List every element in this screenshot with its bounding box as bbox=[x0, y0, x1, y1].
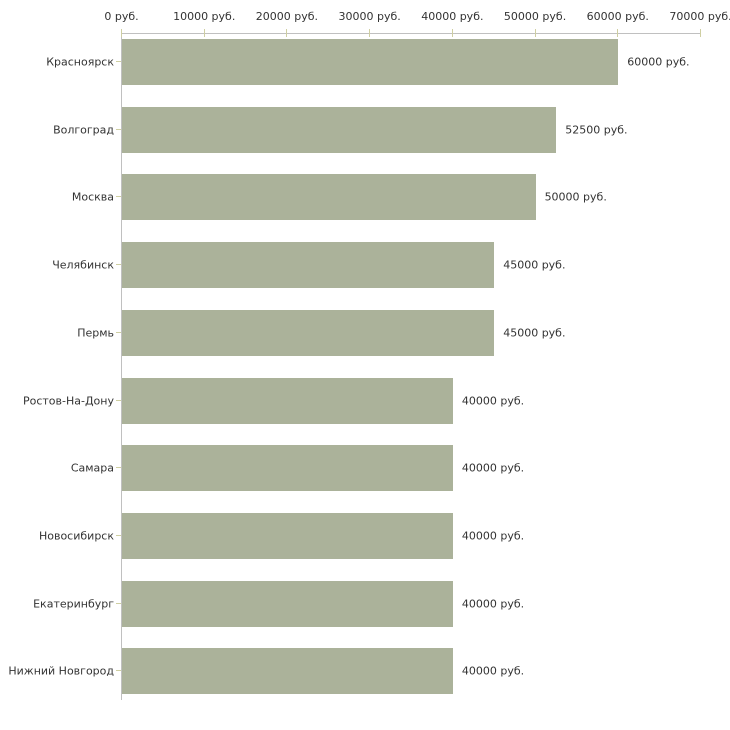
category-tick-mark bbox=[116, 467, 121, 469]
category-tick-mark bbox=[116, 264, 121, 266]
value-label: 40000 руб. bbox=[461, 529, 525, 543]
category-label: Новосибирск bbox=[38, 529, 114, 543]
category-label: Самара bbox=[70, 461, 114, 475]
bar-row: Москва 50000 руб. bbox=[72, 174, 700, 221]
value-label: 40000 руб. bbox=[461, 461, 525, 475]
category-tick-mark bbox=[116, 670, 121, 672]
value-label: 60000 руб. bbox=[627, 55, 690, 69]
category-label: Пермь bbox=[77, 326, 114, 340]
bar bbox=[122, 445, 453, 492]
bar-row: Ростов-На-Дону 40000 руб. bbox=[23, 377, 700, 424]
value-label: 40000 руб. bbox=[461, 597, 525, 611]
bar-row: Пермь 45000 руб. bbox=[77, 309, 700, 356]
value-label: 45000 руб. bbox=[503, 258, 566, 272]
bar bbox=[122, 309, 495, 356]
x-axis-tick-mark bbox=[451, 29, 453, 37]
x-axis-tick-mark bbox=[534, 29, 536, 37]
x-axis-tick-mark bbox=[286, 29, 288, 37]
bar-row: Екатеринбург 40000 руб. bbox=[33, 580, 700, 627]
category-label: Нижний Новгород bbox=[8, 664, 114, 678]
bar bbox=[122, 106, 557, 153]
category-tick-mark bbox=[116, 399, 121, 401]
bar-row: Волгоград 52500 руб. bbox=[53, 106, 700, 153]
category-label: Екатеринбург bbox=[33, 597, 114, 611]
x-axis-tick-label: 0 руб. bbox=[104, 10, 139, 23]
value-label: 50000 руб. bbox=[544, 190, 607, 204]
category-label: Челябинск bbox=[52, 258, 114, 272]
category-tick-mark bbox=[116, 196, 121, 198]
x-axis-tick-label: 30000 руб. bbox=[338, 10, 401, 23]
plot-area: Красноярск 60000 руб. Волгоград 52500 ру… bbox=[8, 29, 701, 700]
bar bbox=[122, 174, 536, 221]
bar-row: Новосибирск 40000 руб. bbox=[39, 512, 700, 559]
category-tick-mark bbox=[116, 331, 121, 333]
x-axis-tick-mark bbox=[369, 29, 371, 37]
category-tick-mark bbox=[116, 128, 121, 130]
bar-row: Красноярск 60000 руб. bbox=[46, 39, 700, 85]
bar-row: Нижний Новгород 40000 руб. bbox=[8, 648, 700, 695]
x-axis-tick-mark bbox=[617, 29, 619, 37]
bar bbox=[122, 648, 453, 695]
x-axis-tick-label: 70000 руб. bbox=[669, 10, 730, 23]
value-label: 40000 руб. bbox=[461, 394, 525, 407]
category-label: Красноярск bbox=[46, 55, 114, 69]
bar bbox=[122, 377, 453, 424]
x-axis-tick-label: 40000 руб. bbox=[421, 10, 484, 23]
x-axis-tick-label: 10000 руб. bbox=[173, 10, 236, 23]
category-tick-mark bbox=[116, 534, 121, 536]
bar-row: Челябинск 45000 руб. bbox=[52, 242, 700, 289]
category-tick-mark bbox=[116, 61, 121, 62]
bar bbox=[122, 580, 453, 627]
category-label: Ростов-На-Дону bbox=[22, 394, 114, 407]
x-axis-tick-label: 50000 руб. bbox=[503, 10, 567, 23]
x-axis-tick-label: 60000 руб. bbox=[586, 10, 649, 23]
value-label: 45000 руб. bbox=[503, 326, 566, 340]
value-label: 40000 руб. bbox=[461, 664, 525, 678]
category-label: Волгоград bbox=[53, 123, 114, 137]
value-label: 52500 руб. bbox=[565, 123, 628, 137]
category-tick-mark bbox=[116, 602, 121, 604]
bar bbox=[122, 39, 619, 85]
category-label: Москва bbox=[71, 190, 114, 204]
bar bbox=[122, 242, 495, 289]
x-axis-tick-mark bbox=[700, 29, 701, 37]
x-axis-tick-mark bbox=[203, 29, 205, 37]
bar-row: Самара 40000 руб. bbox=[71, 445, 700, 492]
x-axis-tick-mark bbox=[121, 29, 122, 37]
bar bbox=[122, 512, 453, 559]
x-axis-tick-label: 20000 руб. bbox=[255, 10, 319, 23]
